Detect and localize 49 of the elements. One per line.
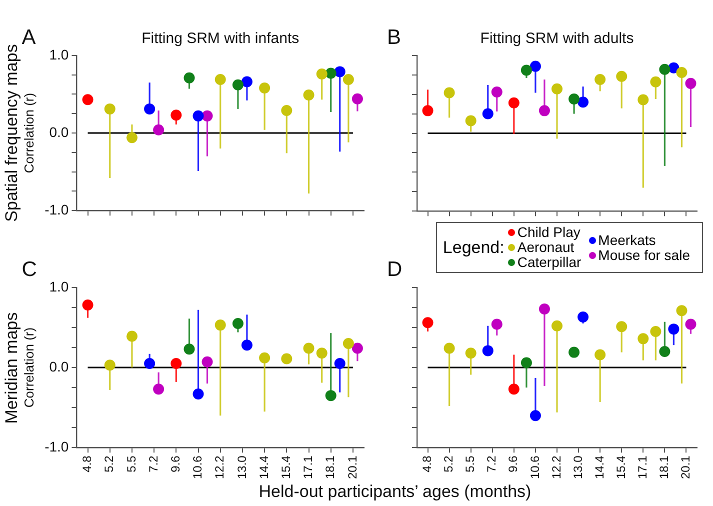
x-tick-label: 5.2 — [102, 455, 116, 472]
x-tick-label: 17.1 — [635, 455, 650, 480]
x-tick-label: 18.1 — [323, 455, 338, 480]
y-tick-label: 0.0 — [49, 124, 69, 140]
x-tick-label: 5.2 — [442, 455, 456, 472]
y-tick-label: -1.0 — [44, 201, 69, 218]
y-axis-title: Correlation (r) — [21, 327, 36, 408]
text: B — [387, 26, 402, 50]
text: C — [22, 258, 37, 282]
y-tick-label: -1.0 — [44, 438, 69, 455]
x-tick-label: 7.2 — [146, 455, 160, 472]
x-tick-label: 15.4 — [278, 455, 293, 480]
x-tick-label: 13.0 — [234, 455, 249, 480]
x-tick-label: 12.2 — [549, 455, 564, 480]
x-tick-label: 4.8 — [420, 455, 434, 472]
x-tick-label: 5.5 — [463, 455, 478, 472]
chart-title: Fitting SRM with infants — [142, 30, 300, 47]
legend-label: Child Play — [516, 224, 582, 240]
x-tick-label: 7.2 — [484, 455, 499, 472]
chart-title: Fitting SRM with adults — [480, 30, 634, 47]
legend-title: Legend: — [442, 238, 504, 258]
x-tick-label: 15.4 — [614, 455, 628, 480]
x-tick-label: 20.1 — [345, 455, 360, 480]
text: Meridian maps — [2, 312, 22, 424]
x-tick-label: 20.1 — [678, 455, 693, 480]
text: A — [22, 26, 36, 49]
x-tick-label: 17.1 — [301, 455, 316, 480]
x-tick-label: 5.5 — [124, 455, 138, 472]
x-tick-label: 13.0 — [570, 455, 585, 480]
legend-label: Aeronaut — [516, 239, 574, 255]
legend-label: Mouse for sale — [597, 246, 690, 262]
x-tick-label: 4.8 — [80, 455, 94, 472]
text: Spatial frequency maps — [2, 44, 22, 222]
x-tick-label: 14.4 — [256, 455, 271, 480]
x-tick-label: 18.1 — [657, 455, 672, 480]
y-axis-title: Correlation (r) — [21, 92, 36, 174]
y-tick-label: 1.0 — [49, 46, 69, 62]
y-tick-label: 1.0 — [49, 278, 69, 294]
x-tick-label: 10.6 — [528, 455, 542, 480]
legend-label: Meerkats — [597, 232, 657, 248]
x-axis-title: Held-out participants’ ages (months) — [258, 482, 532, 502]
y-tick-label: 0.0 — [49, 358, 69, 374]
text: D — [387, 258, 402, 282]
x-tick-label: 9.6 — [168, 455, 182, 472]
x-tick-label: 14.4 — [592, 455, 606, 480]
legend-label: Caterpillar — [516, 254, 582, 270]
x-tick-label: 9.6 — [506, 455, 520, 472]
x-tick-label: 10.6 — [190, 455, 205, 480]
x-tick-label: 12.2 — [212, 455, 227, 480]
